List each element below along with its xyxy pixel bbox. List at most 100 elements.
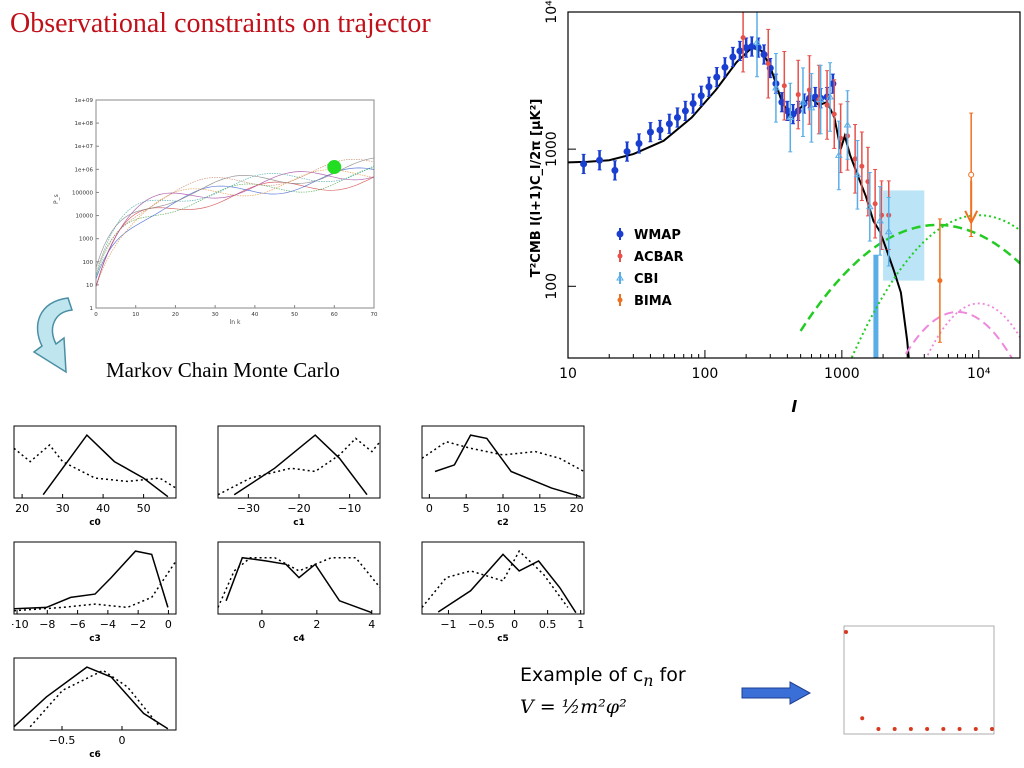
posterior-x-tick-label: 0	[119, 734, 126, 747]
wmap-point	[665, 120, 673, 128]
wmap-point	[760, 50, 768, 58]
wmap-point	[689, 100, 697, 108]
legend-marker	[617, 297, 623, 303]
bima-point	[968, 171, 975, 178]
posterior-solid-line	[233, 434, 368, 496]
cmb-data-points	[580, 12, 979, 343]
posterior-dotted-line	[421, 440, 585, 473]
pk-plot-frame	[95, 99, 375, 309]
cbi-point	[799, 98, 807, 105]
pk-trajectories-chart: 1101001000100001000001e+061e+071e+081e+0…	[50, 92, 380, 328]
posterior-x-label: c5	[497, 634, 509, 644]
cn-point	[844, 630, 848, 634]
posterior-solid-line	[434, 434, 582, 498]
pk-y-tick-label: 1e+06	[75, 167, 94, 173]
cmb-y-tick-label: 1000	[544, 131, 560, 167]
posterior-x-tick-label: 0.5	[539, 618, 557, 631]
wmap-point	[611, 166, 619, 174]
posterior-x-tick-label: −1	[440, 618, 456, 631]
posterior-x-tick-label: 10	[496, 502, 510, 515]
pk-y-tick-label: 1000	[79, 237, 93, 243]
wmap-point	[681, 107, 689, 115]
posterior-x-tick-label: 15	[533, 502, 547, 515]
posterior-x-tick-label: 2	[313, 618, 320, 631]
posterior-x-tick-label: 20	[15, 502, 29, 515]
wmap-point	[697, 92, 705, 100]
posterior-x-tick-label: −30	[237, 502, 260, 515]
cn-point	[957, 727, 962, 732]
posterior-panel-c5: −1 −0.5 0 0.5 1 c5	[421, 541, 585, 644]
posterior-x-tick-label: 4	[368, 618, 375, 631]
pk-trajectory-line	[95, 158, 375, 272]
posterior-panel-c3: −10 −8 −6 −4 −2 0 c3	[12, 541, 177, 644]
cmb-y-label: T²CMB l(l+1)C_l/2π [μK²]	[529, 99, 544, 278]
posterior-panel-c2: 0 5 10 15 20 c2	[421, 425, 585, 528]
posterior-x-tick-label: 0	[426, 502, 433, 515]
posterior-x-tick-label: 5	[463, 502, 470, 515]
cn-point	[941, 727, 946, 732]
posterior-x-tick-label: 0	[511, 618, 518, 631]
posterior-solid-line	[13, 666, 169, 730]
wmap-point	[713, 73, 721, 81]
posterior-panel-c1: −30 −20 −10 c1	[217, 425, 381, 528]
wmap-point	[736, 47, 744, 55]
posterior-x-tick-label: −6	[69, 618, 85, 631]
legend-marker	[616, 274, 624, 281]
wmap-point	[656, 126, 664, 134]
pk-x-tick-label: 10	[132, 312, 139, 318]
cbi-point	[843, 121, 852, 128]
posterior-x-tick-label: −0.5	[49, 734, 76, 747]
posterior-x-tick-label: −2	[130, 618, 146, 631]
cmb-x-label: l	[791, 397, 797, 416]
posterior-x-label: c1	[293, 518, 305, 528]
cbi-point	[753, 38, 761, 45]
pk-trajectory-curves	[95, 157, 375, 287]
posterior-x-tick-label: −10	[12, 618, 29, 631]
pk-y-ticks: 1 10 100 1000 10000 100000 1e+06 1e+07 1e+08 1e+0…	[72, 98, 99, 312]
cn-example-chart	[832, 622, 1000, 744]
posterior-x-tick-label: 0	[165, 618, 172, 631]
legend-label: BIMA	[634, 294, 672, 309]
posterior-x-tick-label: −0.5	[468, 618, 495, 631]
cbi-point	[772, 83, 780, 91]
acbar-point	[781, 83, 787, 89]
wmap-point	[783, 107, 791, 115]
pk-highlight-point	[327, 160, 342, 175]
legend-marker	[616, 230, 624, 238]
posterior-x-tick-label: 50	[137, 502, 151, 515]
posterior-x-tick-label: 0	[258, 618, 265, 631]
cmb-legend: WMAP ACBAR CBI BIMA	[616, 228, 684, 309]
cn-point	[908, 727, 913, 732]
cbi-point	[816, 95, 825, 103]
example-line-2: V = ½m²φ²	[520, 695, 627, 718]
posterior-dotted-line	[217, 556, 381, 608]
wmap-point	[646, 128, 654, 136]
pk-trajectory-line	[95, 167, 375, 280]
wmap-point	[596, 156, 604, 164]
cmb-x-tick-label: 100	[692, 366, 719, 382]
acbar-point	[831, 111, 837, 117]
cbi-point	[865, 202, 874, 210]
posterior-x-tick-label: 1	[577, 618, 584, 631]
pk-y-label: P_s	[53, 194, 60, 204]
cmb-x-ticks: 10 100 1000 10⁴	[559, 350, 1021, 382]
pk-x-tick-label: 30	[212, 312, 219, 318]
posterior-x-tick-label: −8	[39, 618, 55, 631]
pk-x-tick-label: 50	[291, 312, 298, 318]
pk-y-tick-label: 1e+09	[75, 98, 94, 104]
cn-point	[973, 727, 978, 732]
posterior-panel-c0: 20 30 40 50 c0	[13, 425, 177, 528]
posterior-dotted-line	[421, 549, 569, 608]
acbar-point	[795, 92, 801, 98]
cn-point	[925, 727, 930, 732]
bima-upper-limit-arrow	[964, 180, 979, 226]
cn-point	[860, 716, 865, 721]
pk-y-tick-label: 1	[90, 306, 94, 312]
wmap-point	[729, 53, 737, 61]
pk-y-tick-label: 1e+08	[75, 121, 94, 127]
pk-x-tick-label: 40	[251, 312, 258, 318]
cmb-plot-frame	[567, 11, 1021, 359]
cbi-bar	[873, 254, 879, 358]
posterior-x-label: c4	[293, 634, 305, 644]
wmap-point	[623, 148, 631, 156]
